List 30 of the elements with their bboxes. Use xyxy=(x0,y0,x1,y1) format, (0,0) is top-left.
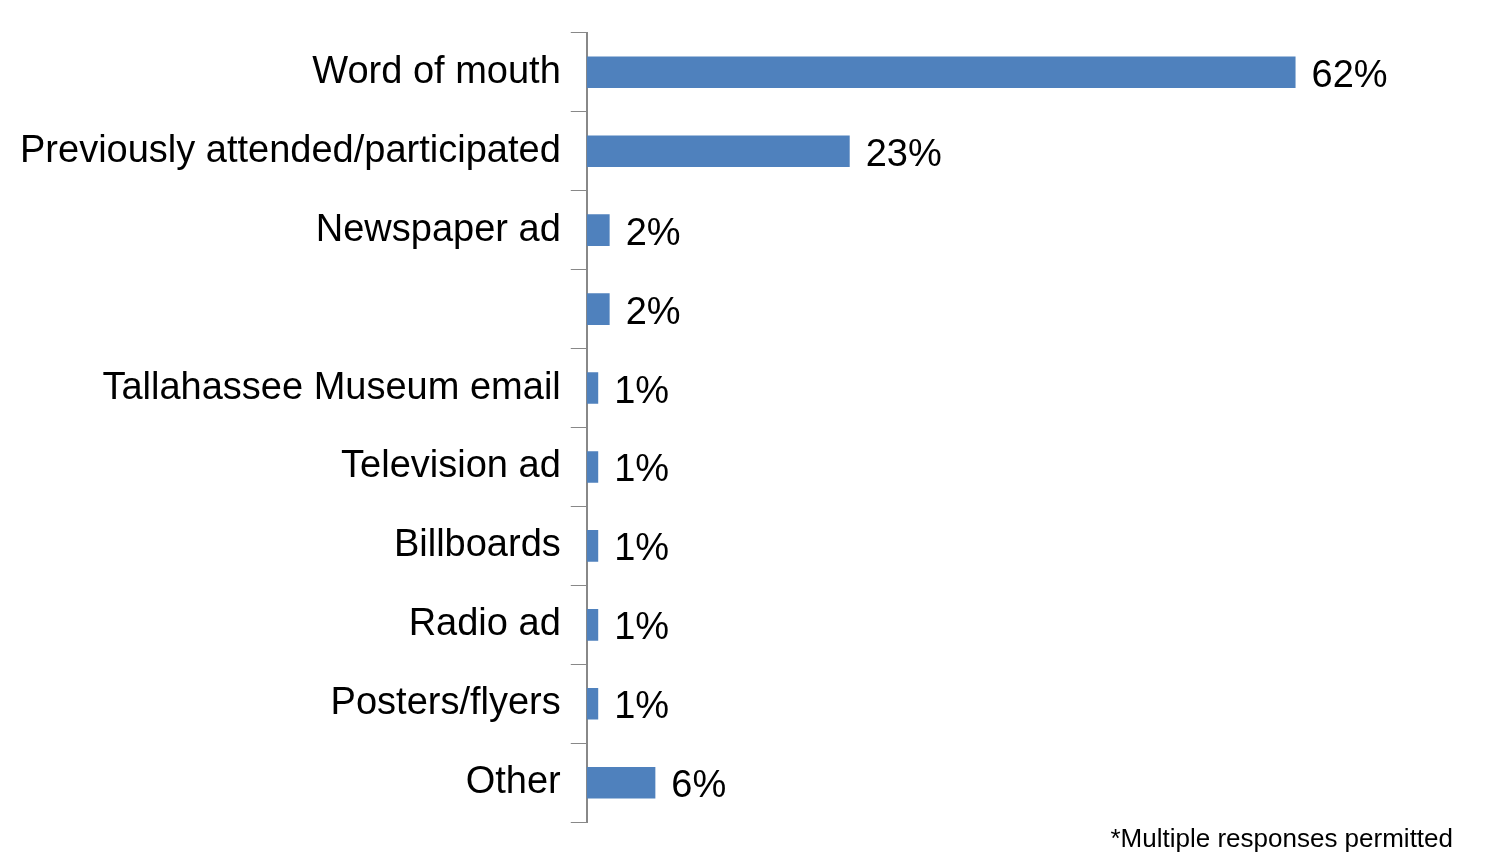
data-label: 62% xyxy=(1311,52,1388,95)
bar xyxy=(586,56,1296,89)
data-label: 6% xyxy=(671,763,727,806)
y-tick-label: Newspaper ad xyxy=(315,206,561,249)
data-label: 2% xyxy=(625,289,681,332)
y-tick-label: Tallahassee Museum email xyxy=(102,364,561,407)
text: *Multiple responses permitted xyxy=(1110,823,1453,854)
bar xyxy=(586,214,610,246)
bar xyxy=(586,293,610,325)
data-label: 1% xyxy=(614,447,670,490)
bar xyxy=(586,451,599,483)
y-tick-label: Word of mouth xyxy=(312,48,561,91)
y-tick-label: Television ad xyxy=(341,443,561,486)
data-label: 2% xyxy=(625,210,681,253)
y-tick-label: Posters/flyers xyxy=(330,680,561,723)
y-tick-label: Radio ad xyxy=(408,601,561,644)
data-label: 1% xyxy=(614,526,670,569)
bar xyxy=(586,609,599,641)
y-tick-label: Billboards xyxy=(393,522,561,565)
data-label: 1% xyxy=(614,684,670,727)
data-label: 1% xyxy=(614,368,670,411)
bar xyxy=(586,688,599,720)
data-label: 1% xyxy=(614,605,670,648)
bar xyxy=(586,530,599,562)
bar xyxy=(586,372,599,404)
y-tick-label: Previously attended/participated xyxy=(20,127,561,170)
y-tick-label: Other xyxy=(465,759,562,802)
bar xyxy=(586,766,656,799)
data-label: 23% xyxy=(865,131,942,174)
bar xyxy=(586,135,850,167)
